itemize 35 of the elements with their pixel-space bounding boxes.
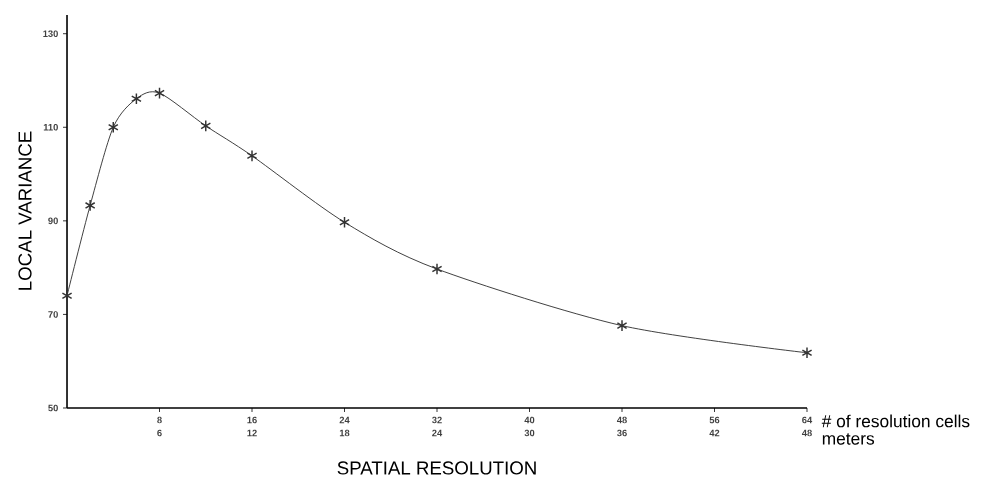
- point: [107, 121, 119, 134]
- x2-tick-label: 48: [801, 429, 812, 437]
- point: [431, 262, 443, 276]
- x-tick-label: 32: [432, 416, 442, 424]
- point: [246, 149, 258, 162]
- y-tick-label: 90: [48, 217, 58, 225]
- x-tick-label: 40: [524, 416, 535, 424]
- x2-tick-label: 42: [709, 429, 720, 437]
- text: # of resolution cells: [821, 414, 970, 428]
- x-tick-label: 48: [616, 416, 627, 424]
- x2-tick-label: 12: [247, 429, 257, 437]
- y-tick-label: 110: [43, 123, 58, 131]
- x-tick-label: 8: [157, 416, 162, 424]
- point: [801, 346, 813, 359]
- x-axis-title: SPATIAL RESOLUTION: [337, 461, 536, 475]
- point: [200, 119, 212, 132]
- x2-tick-label: 36: [617, 429, 627, 437]
- x2-axis-title: meters: [822, 433, 875, 445]
- x-tick-label: 64: [802, 416, 813, 424]
- x2-tick-label: 24: [432, 429, 443, 437]
- point: [84, 199, 96, 212]
- x-tick-label: 24: [339, 416, 350, 424]
- point: [154, 87, 165, 100]
- x-tick-label: 16: [247, 416, 257, 424]
- y-tick-label: 50: [48, 404, 58, 412]
- y-axis-title: LOCAL VARIANCE: [18, 131, 32, 290]
- x-tick-label: 56: [709, 416, 720, 424]
- point: [339, 216, 350, 229]
- y-tick-label: 130: [43, 30, 58, 38]
- x2-tick-label: 18: [339, 429, 350, 437]
- y-tick-label: 70: [48, 311, 58, 318]
- point: [131, 92, 142, 105]
- point: [616, 319, 628, 332]
- x2-tick-label: 6: [157, 429, 162, 437]
- x2-tick-label: 30: [524, 429, 535, 437]
